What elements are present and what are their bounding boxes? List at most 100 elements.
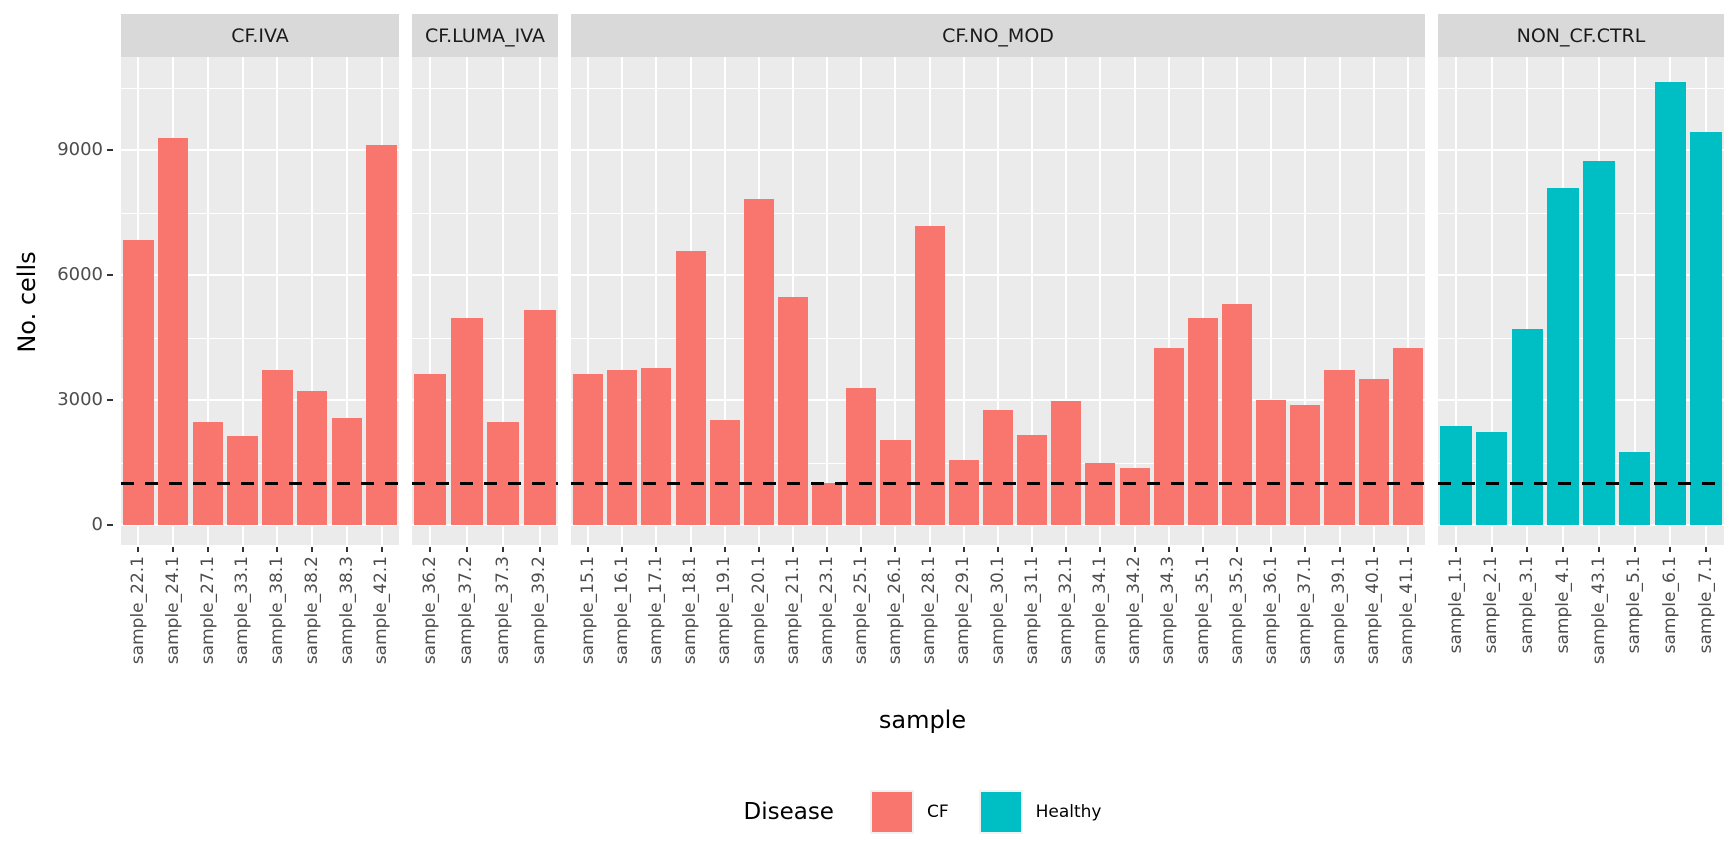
x-tick-mark [1705,547,1708,552]
category-slot [1474,57,1510,545]
bar-sample_38.2 [296,390,328,525]
bar-sample_21.1 [777,296,809,525]
x-tick-slot [412,547,449,553]
facet-strip-label: CF.IVA [231,24,289,47]
category-slot [485,57,522,545]
bar-sample_2.1 [1475,431,1508,525]
x-tick-mark [621,547,624,552]
category-slot [1688,57,1724,545]
bar-sample_36.1 [1256,400,1287,525]
x-label-slot: sample_34.1 [1083,556,1117,706]
legend-entry-CF: CF [869,790,949,834]
category-slot [1510,57,1546,545]
x-tick-label: sample_3.1 [1517,556,1538,654]
bar-sample_41.1 [1392,348,1423,525]
x-tick-slot [1220,547,1254,553]
x-tick-label: sample_37.1 [1295,556,1316,665]
bar-sample_25.1 [846,388,877,525]
bar-sample_27.1 [192,422,224,525]
x-tick-slot [1581,547,1617,553]
x-tick-mark [1304,547,1307,552]
x-tick-slot [639,547,673,553]
minor-gridline [1438,462,1724,464]
x-label-slot: sample_16.1 [605,556,639,706]
x-tick-mark [689,547,692,552]
x-tick-slot [1438,547,1474,553]
x-tick-slot [260,547,295,553]
x-tick-mark [241,547,244,552]
x-label-slot: sample_39.1 [1322,556,1356,706]
x-tick-mark [792,547,795,552]
x-tick-mark [1406,547,1409,552]
category-slot [1220,57,1254,545]
bar-sample_42.1 [366,145,397,525]
category-slot [1049,57,1083,545]
facet-strip: NON_CF.CTRL [1438,14,1724,57]
x-tick-mark [1099,547,1102,552]
x-tick-mark [380,547,383,552]
x-tick-slot [156,547,191,553]
bar-sample_37.1 [1290,405,1321,525]
x-tick-label: sample_39.2 [529,556,550,665]
category-slot [449,57,486,545]
x-label-slot: sample_26.1 [878,556,912,706]
x-label-slot: sample_32.1 [1049,556,1083,706]
bar-sample_7.1 [1690,131,1722,525]
vertical-gridline [962,57,965,545]
x-tick-slot [1083,547,1117,553]
category-slot [1581,57,1617,545]
bar-sample_39.2 [523,310,556,525]
category-slot [742,57,776,545]
x-tick-mark [587,547,590,552]
category-slot [1083,57,1117,545]
x-tick-label: sample_34.3 [1158,556,1179,665]
x-tick-label: sample_38.2 [301,556,322,665]
x-tick-label: sample_16.1 [611,556,632,665]
vertical-gridline [311,57,314,545]
x-tick-label: sample_23.1 [816,556,837,665]
bar-sample_38.1 [262,370,293,525]
x-tick-label: sample_37.3 [492,556,513,665]
vertical-gridline [345,57,348,545]
bar-sample_15.1 [573,374,604,525]
vertical-gridline [538,57,541,545]
x-tick-mark [465,547,468,552]
category-slot [708,57,742,545]
legend-entry-label: Healthy [1035,802,1102,822]
x-label-slot: sample_3.1 [1510,556,1546,706]
x-tick-slot [742,547,776,553]
minor-gridline [1438,87,1724,89]
vertical-gridline [1633,57,1636,545]
major-gridline [1438,149,1724,151]
x-tick-slot [708,547,742,553]
vertical-gridline [1133,57,1136,545]
x-label-slot: sample_5.1 [1617,556,1653,706]
x-tick-label: sample_28.1 [919,556,940,665]
x-tick-mark [206,547,209,552]
x-tick-mark [1133,547,1136,552]
x-tick-slot [673,547,707,553]
x-label-slot: sample_42.1 [364,556,399,706]
vertical-gridline [429,57,432,545]
x-tick-label: sample_43.1 [1588,556,1609,665]
x-tick-slot [522,547,559,553]
x-label-slot: sample_18.1 [673,556,707,706]
x-tick-mark [723,547,726,552]
x-tick-mark [276,547,279,552]
legend-key-swatch [869,790,914,834]
legend-key-fill [871,792,912,832]
x-tick-mark [962,547,965,552]
legend-key-fill [980,792,1021,832]
x-tick-slot [605,547,639,553]
x-tick-slot [1391,547,1425,553]
y-tick-mark [107,274,113,276]
threshold-dashed-line [121,481,399,485]
facet-panel [121,57,399,545]
vertical-gridline [587,57,590,545]
x-tick-mark [1562,547,1565,552]
major-gridline [412,149,558,151]
x-tick-mark [1633,547,1636,552]
x-tick-mark [1236,547,1239,552]
vertical-gridline [241,57,244,545]
x-tick-mark [345,547,348,552]
